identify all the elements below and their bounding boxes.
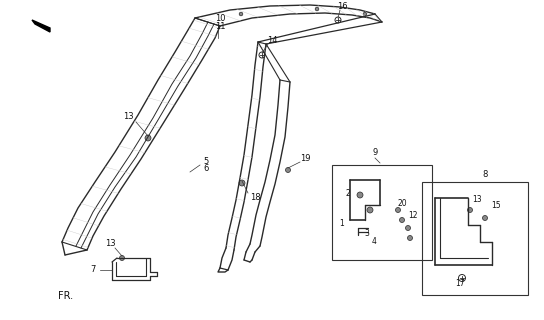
Circle shape <box>367 207 373 213</box>
Circle shape <box>399 218 405 222</box>
Circle shape <box>407 236 412 241</box>
Bar <box>332 165 432 260</box>
Circle shape <box>405 226 411 230</box>
Circle shape <box>120 255 125 260</box>
Text: 13: 13 <box>472 196 482 204</box>
Bar <box>422 182 528 295</box>
Text: 1: 1 <box>339 219 344 228</box>
Text: 3: 3 <box>364 228 369 237</box>
Text: 13: 13 <box>123 111 133 121</box>
Text: 2: 2 <box>345 188 350 197</box>
Text: 4: 4 <box>372 237 376 246</box>
Circle shape <box>467 207 473 212</box>
Circle shape <box>395 207 400 212</box>
Polygon shape <box>32 20 50 32</box>
Text: 9: 9 <box>373 148 378 156</box>
Circle shape <box>483 215 487 220</box>
Text: 17: 17 <box>455 279 465 289</box>
Text: 6: 6 <box>203 164 209 172</box>
Circle shape <box>315 7 319 11</box>
Circle shape <box>363 12 367 16</box>
Text: 5: 5 <box>203 156 209 165</box>
Circle shape <box>239 180 245 186</box>
Text: FR.: FR. <box>58 291 73 301</box>
Text: 15: 15 <box>491 202 501 211</box>
Text: 18: 18 <box>250 193 261 202</box>
Text: 8: 8 <box>483 170 487 179</box>
Circle shape <box>239 12 243 16</box>
Text: 14: 14 <box>267 36 277 44</box>
Text: 13: 13 <box>104 239 115 249</box>
Text: 7: 7 <box>90 266 96 275</box>
Text: 20: 20 <box>397 199 407 209</box>
Circle shape <box>286 167 290 172</box>
Text: 19: 19 <box>300 154 310 163</box>
Text: 10: 10 <box>215 13 225 22</box>
Text: 11: 11 <box>215 21 225 30</box>
Text: 16: 16 <box>337 2 347 11</box>
Circle shape <box>145 135 151 141</box>
Circle shape <box>357 192 363 198</box>
Text: 12: 12 <box>408 211 418 220</box>
